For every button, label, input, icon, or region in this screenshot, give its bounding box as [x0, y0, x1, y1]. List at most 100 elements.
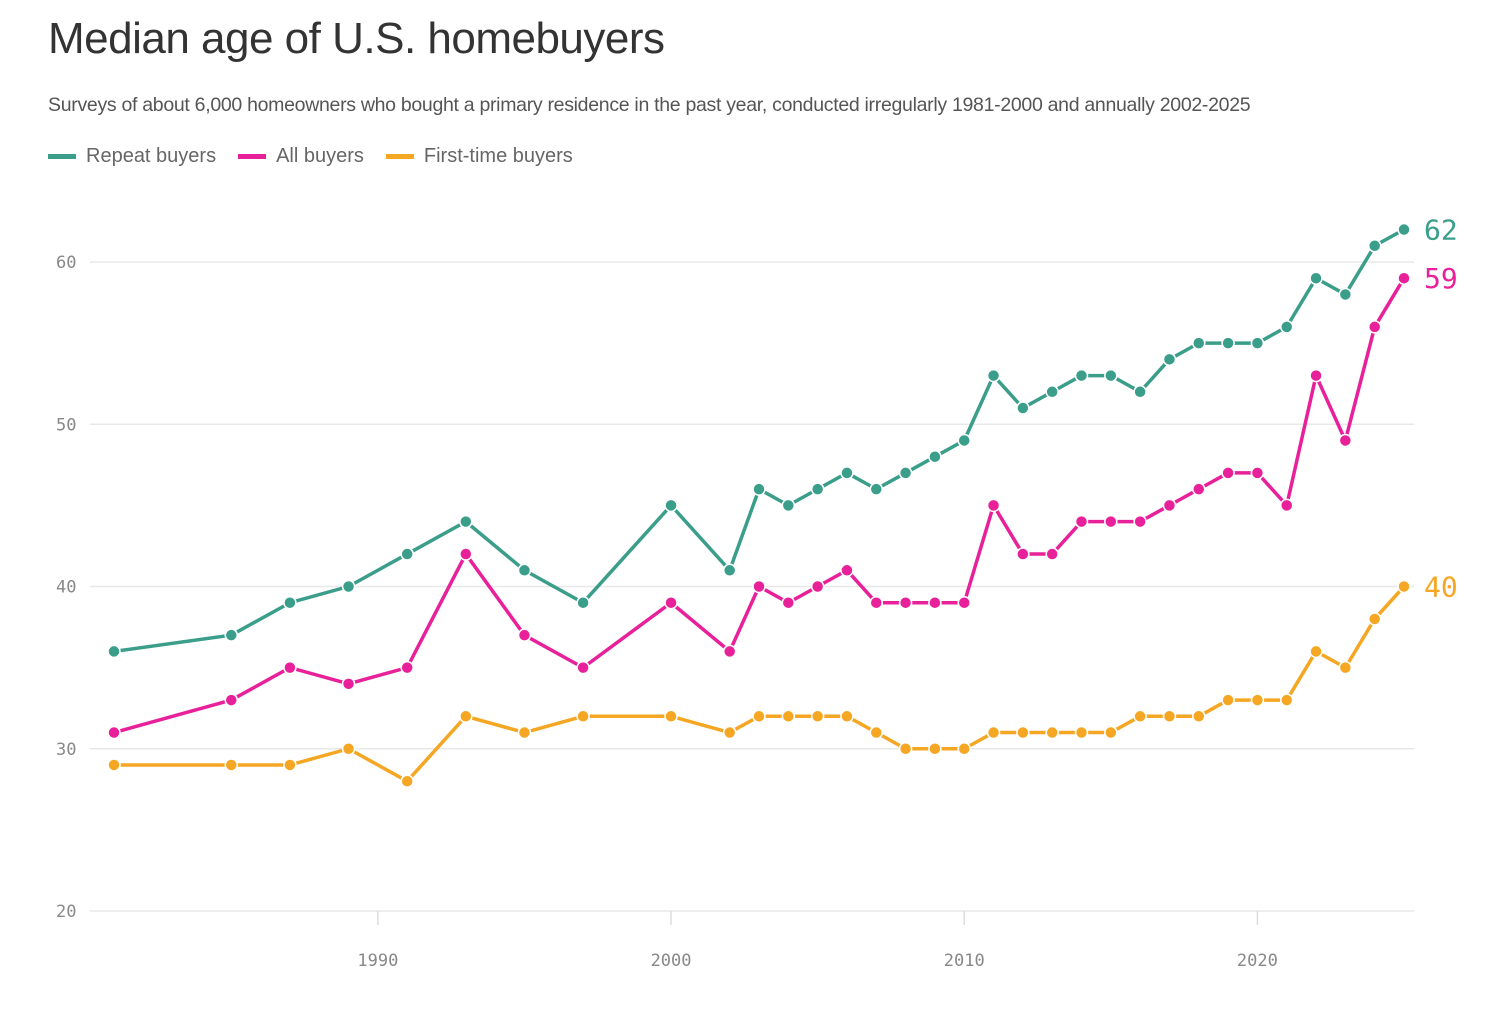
data-point — [283, 595, 297, 610]
data-point — [1104, 368, 1118, 383]
data-point — [1338, 433, 1353, 448]
data-point — [1250, 336, 1265, 350]
data-point — [1104, 725, 1118, 740]
data-point — [898, 466, 913, 480]
x-tick-label: 2010 — [944, 951, 985, 971]
data-point — [781, 595, 796, 610]
data-point — [1133, 709, 1147, 724]
x-tick-label: 2000 — [651, 951, 692, 971]
x-tick-label: 2020 — [1237, 951, 1278, 971]
data-point — [1045, 725, 1059, 740]
data-point — [224, 758, 239, 772]
data-point — [107, 758, 121, 772]
data-point — [1309, 644, 1323, 659]
data-point — [1192, 709, 1206, 724]
data-point — [752, 709, 766, 724]
data-point — [1250, 693, 1265, 707]
data-point — [1133, 385, 1147, 399]
data-point — [1367, 239, 1382, 253]
data-point — [664, 498, 678, 513]
data-point — [283, 660, 297, 675]
data-point — [1397, 579, 1411, 594]
data-point — [400, 774, 414, 788]
data-point — [224, 628, 239, 642]
data-point — [1133, 514, 1147, 529]
data-point — [224, 693, 239, 707]
chart-subtitle: Surveys of about 6,000 homeowners who bo… — [48, 94, 1251, 116]
data-point — [957, 595, 971, 610]
y-tick-label: 40 — [56, 578, 76, 598]
data-point — [576, 709, 590, 724]
data-point — [1162, 352, 1177, 367]
legend-swatch — [238, 154, 267, 159]
legend-swatch — [385, 154, 414, 159]
data-point — [1074, 368, 1089, 383]
data-point — [1221, 336, 1235, 350]
data-point — [1221, 693, 1235, 707]
end-value-label: 40 — [1424, 571, 1458, 604]
y-tick-label: 60 — [56, 253, 76, 273]
data-point — [957, 433, 971, 448]
data-point — [1074, 725, 1089, 740]
data-point — [1162, 498, 1177, 513]
data-point — [1045, 385, 1059, 399]
data-point — [1309, 271, 1323, 285]
data-point — [1192, 482, 1206, 496]
data-point — [1397, 271, 1411, 285]
data-point — [810, 709, 825, 724]
data-point — [1016, 401, 1030, 415]
data-point — [1338, 287, 1353, 302]
data-point — [341, 579, 356, 594]
data-point — [840, 563, 854, 578]
legend-label: All buyers — [276, 145, 364, 167]
data-point — [107, 644, 121, 659]
data-point — [1250, 466, 1265, 480]
data-point — [1016, 725, 1030, 740]
legend-item: All buyers — [238, 145, 364, 168]
data-point — [1074, 514, 1089, 529]
series-line — [113, 277, 1406, 735]
data-point — [107, 725, 121, 740]
legend-label: Repeat buyers — [86, 145, 217, 167]
x-tick-label: 1990 — [357, 951, 398, 971]
data-point — [341, 742, 356, 756]
data-point — [459, 514, 473, 529]
data-point — [840, 466, 854, 480]
data-point — [400, 660, 414, 675]
data-point — [1367, 320, 1382, 334]
data-point — [722, 644, 737, 659]
data-point — [1162, 709, 1177, 724]
data-point — [928, 595, 942, 610]
data-point — [1397, 222, 1411, 237]
data-point — [840, 709, 854, 724]
data-point — [781, 498, 796, 513]
y-tick-label: 50 — [56, 415, 76, 435]
data-point — [517, 628, 532, 642]
legend-label: First-time buyers — [423, 145, 573, 167]
data-point — [869, 725, 884, 740]
data-point — [722, 563, 737, 578]
legend-swatch — [48, 154, 76, 159]
data-point — [283, 758, 297, 772]
data-point — [869, 482, 884, 496]
data-point — [1279, 498, 1294, 513]
data-point — [722, 725, 737, 740]
legend-item: First-time buyers — [385, 145, 573, 168]
data-point — [459, 547, 473, 561]
data-point — [1045, 547, 1059, 561]
data-point — [1192, 336, 1206, 350]
y-tick-label: 20 — [56, 902, 76, 922]
y-tick-label: 30 — [56, 740, 76, 760]
legend: Repeat buyers All buyers First-time buyers — [48, 145, 573, 168]
data-point — [928, 742, 942, 756]
data-point — [928, 449, 942, 464]
data-point — [1279, 693, 1294, 707]
data-point — [986, 725, 1001, 740]
end-value-label: 62 — [1424, 214, 1458, 247]
data-point — [576, 595, 590, 610]
legend-item: Repeat buyers — [48, 145, 216, 168]
data-point — [1279, 320, 1294, 334]
data-point — [1221, 466, 1235, 480]
data-point — [869, 595, 884, 610]
